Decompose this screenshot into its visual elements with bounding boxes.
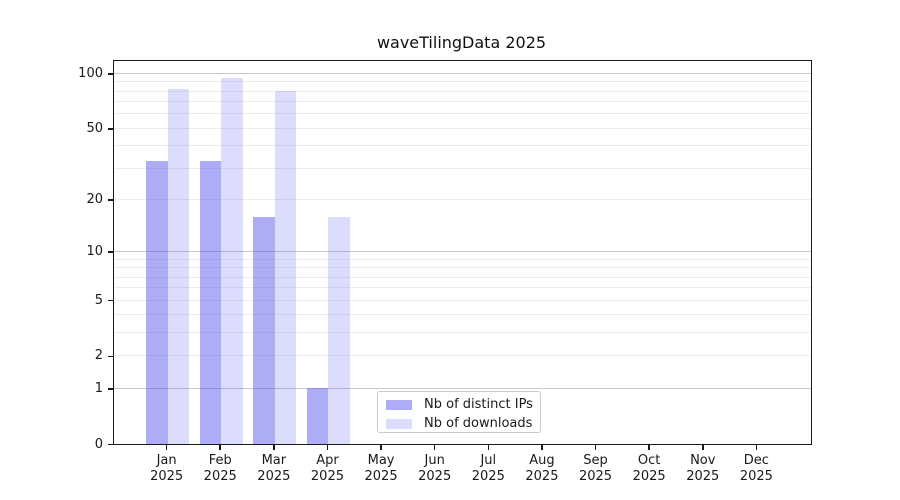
x-tick — [273, 444, 275, 450]
x-tick — [755, 444, 758, 450]
x-tick — [433, 444, 436, 450]
gridline-major — [114, 73, 811, 74]
legend: Nb of distinct IPs Nb of downloads — [377, 391, 541, 433]
gridline-minor — [114, 258, 811, 260]
y-tick-label: 0 — [94, 436, 103, 452]
y-tick-label: 1 — [94, 380, 103, 396]
gridline-minor — [114, 299, 811, 301]
legend-label-downloads: Nb of downloads — [424, 416, 533, 431]
x-tick-label: Feb 2025 — [203, 453, 237, 484]
legend-label-distinct-ips: Nb of distinct IPs — [424, 397, 533, 412]
y-tick — [108, 128, 113, 130]
gridline-minor — [114, 314, 811, 316]
y-tick — [108, 443, 113, 446]
x-tick-label: Dec 2025 — [739, 453, 773, 484]
gridline-minor — [114, 199, 811, 201]
gridline-minor — [114, 90, 811, 92]
bar-nb-of-distinct-ips-mar — [253, 216, 275, 444]
bar-nb-of-distinct-ips-feb — [199, 160, 222, 444]
x-tick — [326, 444, 329, 450]
legend-swatch-downloads — [386, 418, 412, 429]
x-tick — [648, 444, 650, 450]
x-tick — [219, 444, 221, 450]
gridline-minor — [114, 267, 811, 269]
legend-swatch-distinct-ips — [386, 399, 412, 410]
bar-nb-of-downloads-jan — [167, 89, 190, 444]
gridline-major — [114, 387, 811, 389]
x-tick — [541, 444, 543, 450]
bar-nb-of-downloads-apr — [328, 216, 350, 444]
x-tick — [165, 444, 168, 450]
bar-nb-of-distinct-ips-apr — [306, 388, 329, 444]
x-tick-label: Sep 2025 — [578, 453, 613, 484]
y-tick-label: 20 — [86, 192, 103, 208]
y-tick — [108, 199, 113, 201]
y-tick-label: 2 — [94, 348, 103, 364]
x-tick-label: Jun 2025 — [418, 453, 452, 484]
y-tick-label: 100 — [78, 66, 103, 81]
gridline-minor — [114, 332, 811, 334]
gridline-major — [114, 250, 811, 252]
x-tick — [594, 444, 597, 450]
x-tick-label: Oct 2025 — [632, 453, 666, 484]
gridline-minor — [114, 101, 811, 103]
y-tick — [108, 299, 113, 302]
y-tick — [108, 355, 113, 358]
gridline-minor — [114, 276, 811, 278]
bar-nb-of-downloads-mar — [274, 91, 297, 444]
y-tick — [108, 251, 113, 253]
x-tick-label: Jul 2025 — [471, 453, 505, 484]
gridline-minor — [114, 113, 811, 115]
y-tick — [108, 388, 113, 390]
chart-title: waveTilingData 2025 — [376, 33, 547, 52]
legend-item-distinct-ips: Nb of distinct IPs — [378, 396, 540, 413]
x-tick — [380, 444, 382, 450]
legend-item-downloads: Nb of downloads — [378, 415, 540, 432]
x-tick — [702, 444, 704, 450]
gridline-minor — [114, 145, 811, 147]
y-tick-label: 50 — [86, 120, 103, 136]
x-tick-label: Aug 2025 — [525, 453, 559, 484]
bar-nb-of-downloads-feb — [221, 78, 243, 444]
y-tick — [108, 73, 113, 75]
gridline-minor — [114, 355, 811, 357]
plot-area — [113, 60, 812, 445]
x-tick-label: Mar 2025 — [257, 453, 291, 484]
x-tick — [487, 444, 490, 450]
gridline-minor — [114, 81, 811, 83]
gridline-minor — [114, 167, 811, 169]
bar-nb-of-distinct-ips-jan — [146, 160, 168, 444]
gridline-minor — [114, 127, 811, 129]
x-tick-label: Jan 2025 — [150, 453, 184, 484]
x-tick-label: Nov 2025 — [686, 453, 720, 484]
x-tick-label: Apr 2025 — [310, 453, 344, 484]
x-tick-label: May 2025 — [364, 453, 398, 484]
gridline-minor — [114, 287, 811, 289]
y-tick-label: 10 — [86, 243, 103, 259]
y-tick-label: 5 — [94, 292, 103, 308]
